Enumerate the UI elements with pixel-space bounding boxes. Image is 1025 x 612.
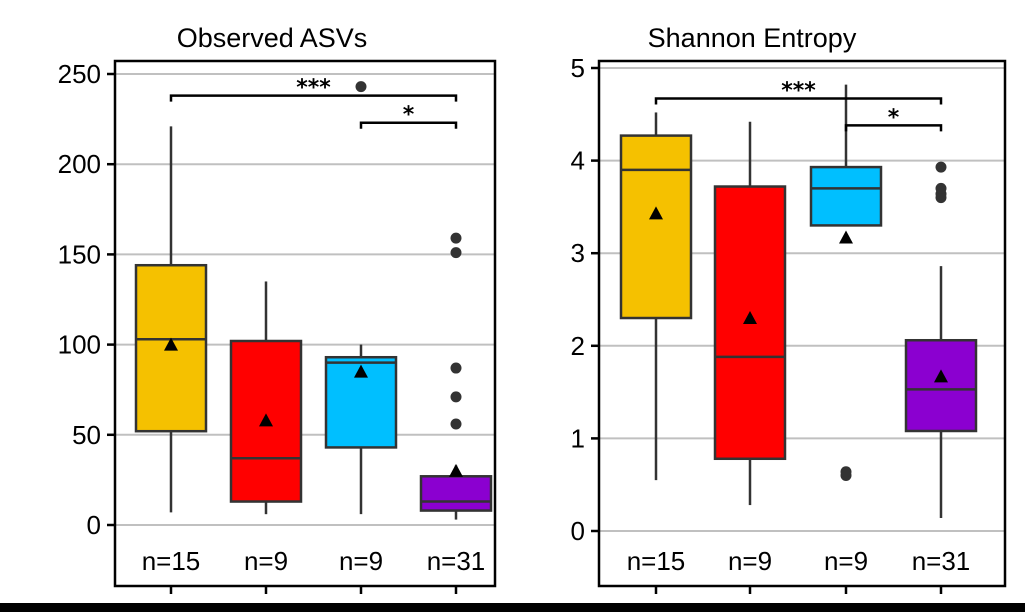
outlier-point (450, 232, 462, 244)
y-tick-label: 5 (571, 53, 585, 83)
sample-size-label: n=31 (427, 546, 486, 576)
box-group (809, 84, 883, 481)
outlier-point (840, 466, 852, 478)
significance-stars: *** (296, 76, 331, 101)
bracket-line (169, 94, 458, 102)
significance-bracket: *** (169, 76, 458, 102)
panel-observed-asvs: 0 50 100 150 200 250 Observed ASVs n=15 n=9 n=9 n=… (58, 23, 497, 594)
y-tick-label: 100 (58, 330, 101, 360)
y-tick-label: 1 (571, 423, 585, 453)
plot-frame (597, 59, 1007, 588)
bracket-line (844, 124, 943, 132)
box-iqr (619, 134, 693, 320)
mean-marker (934, 369, 948, 383)
mean-marker (164, 337, 178, 351)
y-tick-label: 3 (571, 238, 585, 268)
box-group (229, 281, 303, 515)
bracket-line (359, 121, 458, 129)
box-group (619, 112, 693, 481)
box-iqr (419, 475, 493, 512)
mean-marker (354, 364, 368, 378)
y-tick-label: 250 (58, 59, 101, 89)
y-tick-label: 0 (87, 510, 101, 540)
significance-bracket: * (359, 103, 458, 129)
significance-stars: * (403, 103, 415, 128)
box-group (324, 81, 398, 515)
outlier-point (935, 182, 947, 194)
significance-bracket: * (844, 105, 943, 132)
outlier-point (450, 247, 462, 259)
mean-marker (449, 463, 463, 477)
sample-size-label: n=31 (912, 546, 971, 576)
y-tick-label: 4 (571, 146, 585, 176)
outlier-point (450, 418, 462, 430)
outlier-point (935, 161, 947, 173)
bottom-border-bar (0, 603, 1025, 612)
sample-size-label: n=15 (627, 546, 686, 576)
mean-marker (839, 230, 853, 244)
y-tick-label: 2 (571, 331, 585, 361)
box-iqr (904, 338, 978, 433)
box-iqr (809, 165, 883, 227)
mean-marker (649, 206, 663, 220)
outlier-point (355, 81, 367, 93)
significance-bracket: *** (654, 79, 943, 105)
sample-size-label: n=9 (339, 546, 383, 576)
sample-size-label: n=9 (728, 546, 772, 576)
plot-frame (113, 59, 497, 588)
y-tick-label: 200 (58, 149, 101, 179)
sample-size-label: n=15 (142, 546, 201, 576)
box-group (134, 126, 208, 513)
significance-stars: *** (781, 79, 816, 104)
y-tick-label: 150 (58, 239, 101, 269)
box-group (419, 232, 493, 520)
box-group (713, 121, 787, 506)
box-group (904, 161, 978, 519)
outlier-point (450, 362, 462, 374)
y-tick-label: 50 (72, 420, 101, 450)
sample-size-label: n=9 (824, 546, 868, 576)
outlier-point (450, 391, 462, 403)
chart-title: Observed ASVs (177, 23, 368, 53)
mean-marker (259, 413, 273, 427)
chart-title: Shannon Entropy (648, 23, 857, 53)
bracket-line (654, 97, 943, 105)
sample-size-label: n=9 (244, 546, 288, 576)
significance-stars: * (888, 105, 900, 130)
y-tick-label: 0 (571, 516, 585, 546)
mean-marker (743, 311, 757, 325)
